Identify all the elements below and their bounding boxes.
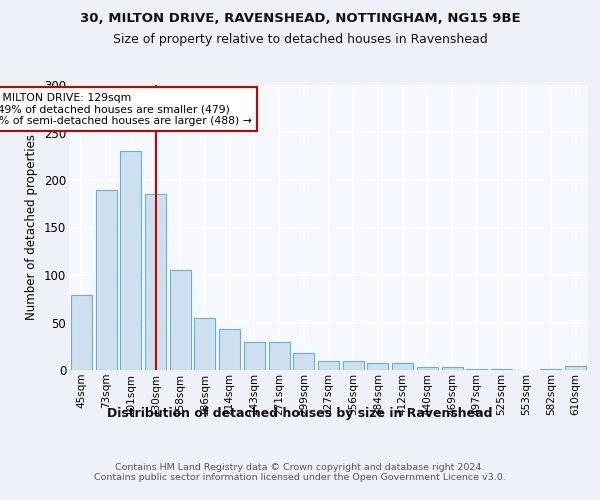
Bar — [194, 318, 215, 370]
Y-axis label: Number of detached properties: Number of detached properties — [25, 134, 38, 320]
Text: Size of property relative to detached houses in Ravenshead: Size of property relative to detached ho… — [113, 32, 487, 46]
Bar — [442, 367, 463, 370]
Bar — [318, 360, 339, 370]
Bar — [170, 270, 191, 370]
Bar — [269, 342, 290, 370]
Text: Contains HM Land Registry data © Crown copyright and database right 2024.
Contai: Contains HM Land Registry data © Crown c… — [94, 462, 506, 482]
Text: 30, MILTON DRIVE, RAVENSHEAD, NOTTINGHAM, NG15 9BE: 30, MILTON DRIVE, RAVENSHEAD, NOTTINGHAM… — [80, 12, 520, 26]
Bar — [343, 360, 364, 370]
Text: Distribution of detached houses by size in Ravenshead: Distribution of detached houses by size … — [107, 408, 493, 420]
Bar — [71, 295, 92, 370]
Bar — [392, 364, 413, 370]
Bar — [95, 190, 116, 370]
Bar — [293, 353, 314, 370]
Bar — [491, 369, 512, 370]
Bar — [120, 152, 141, 370]
Bar — [367, 364, 388, 370]
Bar — [541, 369, 562, 370]
Bar — [219, 329, 240, 370]
Bar — [244, 342, 265, 370]
Text: 30 MILTON DRIVE: 129sqm
← 49% of detached houses are smaller (479)
50% of semi-d: 30 MILTON DRIVE: 129sqm ← 49% of detache… — [0, 92, 252, 126]
Bar — [145, 194, 166, 370]
Bar — [565, 366, 586, 370]
Bar — [466, 369, 487, 370]
Bar — [417, 367, 438, 370]
